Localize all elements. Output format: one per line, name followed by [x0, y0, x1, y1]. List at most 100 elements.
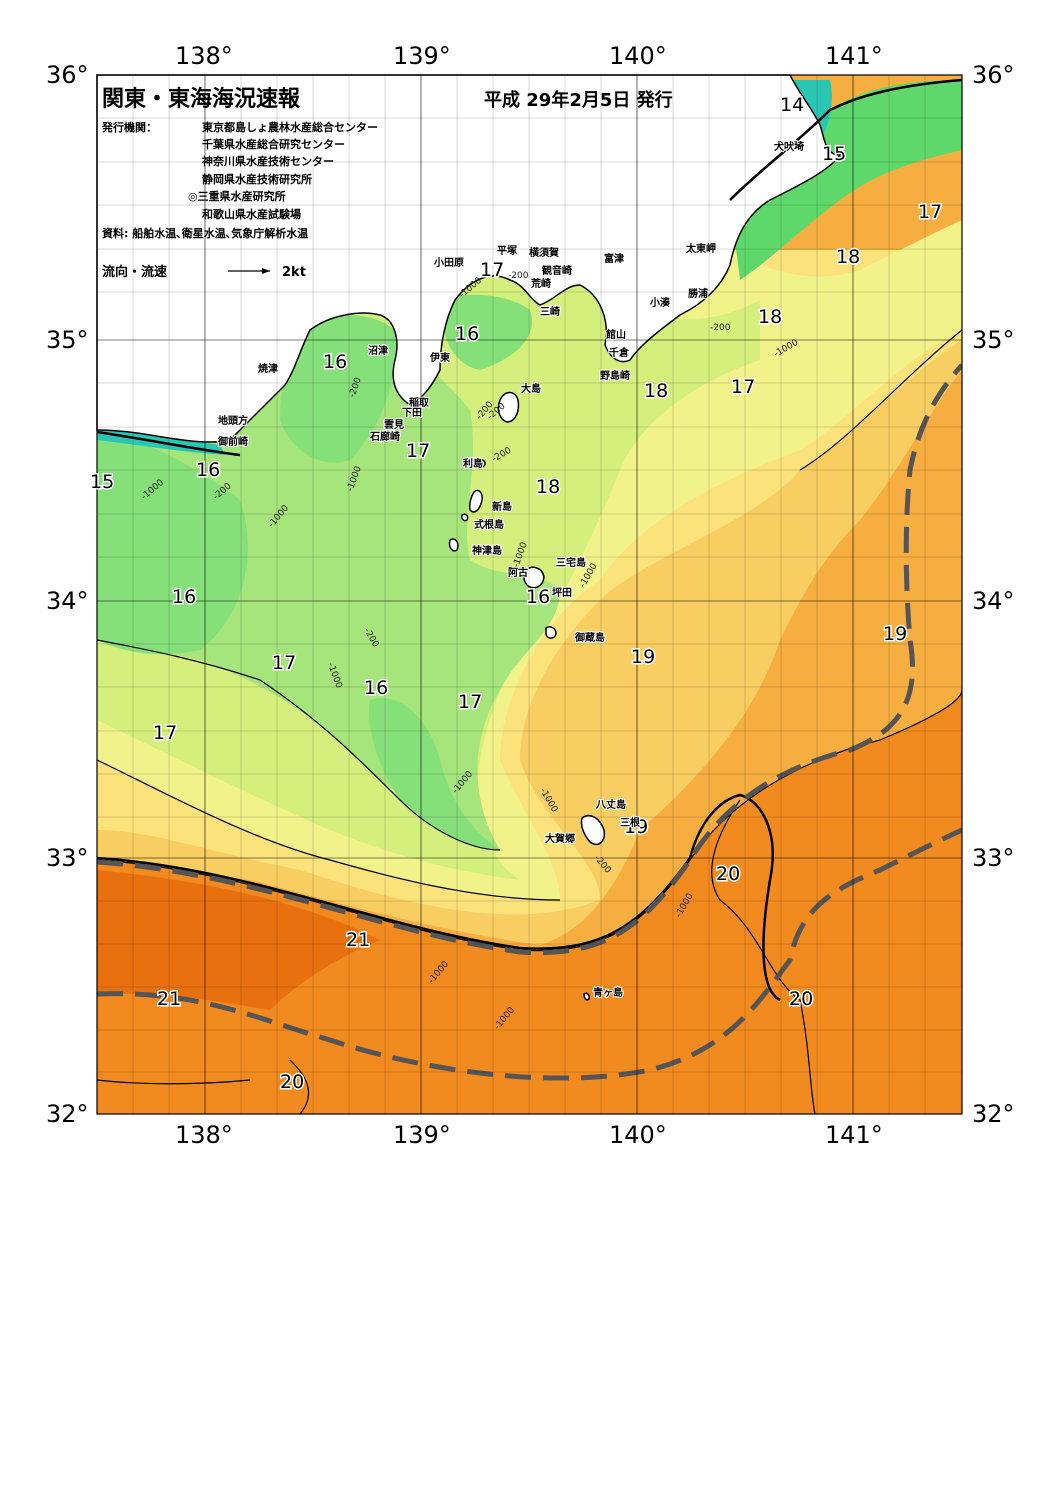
place-kozushima: 神津島: [472, 544, 502, 557]
current-legend-label: 流向・流速: [102, 264, 167, 280]
isotherm-label: 21: [346, 929, 370, 951]
zone-16-sagami: [440, 294, 532, 370]
lat-right-36: 36°: [972, 61, 1015, 89]
isotherm-label: 14: [780, 94, 804, 116]
isotherm-label: 15: [90, 471, 114, 493]
island-toshima: [477, 459, 486, 468]
isotherm-label: 19: [624, 816, 648, 838]
lon-bottom-141: 141°: [825, 1121, 883, 1149]
place-odawara: 小田原: [433, 256, 464, 269]
depth-label: -200: [508, 271, 529, 281]
isotherm-label: 16: [455, 323, 479, 345]
lat-right-33: 33°: [972, 844, 1015, 872]
place-toshima: 利島: [463, 457, 483, 470]
zone-20: [97, 690, 962, 1114]
isotherm-label: 18: [536, 476, 560, 498]
place-hiratsuka: 平塚: [497, 244, 517, 257]
zone-16-suruga: [280, 315, 396, 463]
place-yaizu: 焼津: [258, 362, 278, 375]
lon-bottom-140: 140°: [609, 1121, 667, 1149]
data-sources: 資料: 船舶水温､衛星水温､気象庁解析水温: [102, 226, 308, 240]
issuer-6: 和歌山県水産試験場: [202, 207, 301, 221]
place-omaezaki: 御前崎: [217, 435, 248, 448]
isotherm-label: 19: [883, 623, 907, 645]
lon-top-139: 139°: [393, 42, 451, 70]
isotherm-label: 15: [822, 143, 846, 165]
place-inatori: 稲取: [409, 396, 430, 409]
isotherm-label: 17: [406, 440, 430, 462]
lat-left-32: 32°: [46, 1100, 89, 1128]
island-aogashima: [583, 992, 590, 1001]
place-shimoda: 下田: [402, 407, 422, 419]
isotherm-label: 16: [323, 351, 347, 373]
place-tsubota: 坪田: [552, 586, 572, 599]
place-okago: 大賀郷: [545, 832, 575, 845]
isotherm-label: 16: [172, 586, 196, 608]
lat-right-34: 34°: [972, 587, 1015, 615]
issuer-2: 千葉県水産総合研究センター: [202, 137, 345, 151]
isotherm-label: 17: [918, 201, 942, 223]
issuer-3: 神奈川県水産技術センター: [202, 154, 334, 168]
isotherm-label: 18: [836, 246, 860, 268]
island-hachijojima: [580, 814, 606, 846]
place-kominato: 小湊: [649, 296, 671, 309]
lon-bottom-138: 138°: [175, 1121, 233, 1149]
issue-date: 平成 29年2月5日 発行: [484, 89, 673, 111]
place-katsuura: 勝浦: [688, 287, 708, 300]
place-yokosuka: 横須賀: [529, 246, 559, 259]
place-nojimazaki: 野島崎: [600, 369, 630, 382]
lat-right-35: 35°: [972, 326, 1015, 354]
place-shikinejima: 式根島: [474, 518, 504, 531]
isotherm-label: 16: [364, 677, 388, 699]
place-numazu: 沼津: [368, 344, 388, 357]
isotherm-label: 17: [731, 376, 755, 398]
isotherm-label: 16: [196, 459, 220, 481]
lat-right-32: 32°: [972, 1100, 1015, 1128]
place-arasaki: 荒崎: [530, 277, 551, 290]
isotherm-label: 18: [758, 306, 782, 328]
lon-top-140: 140°: [609, 42, 667, 70]
place-kumomi: 雲見: [384, 419, 404, 431]
isotherm-label: 20: [789, 988, 813, 1010]
isotherm-label: 16: [526, 586, 550, 608]
island-kozushima: [448, 538, 459, 552]
lat-left-36: 36°: [46, 61, 89, 89]
isotherm-label: 17: [480, 259, 504, 281]
issuer-label: 発行機関：: [101, 120, 157, 134]
depth-label: -200: [710, 323, 731, 333]
graticule-minor: [97, 75, 962, 1114]
lat-left-33: 33°: [46, 844, 89, 872]
isotherm-label: 17: [153, 722, 177, 744]
zone-21: [97, 870, 380, 1010]
place-ako: 阿古: [508, 566, 528, 579]
place-names: 犬吠埼 太東岬 勝浦 小湊 館山 千倉 野島崎 富津 観音崎 横須賀 平塚 小田…: [216, 139, 805, 1000]
isotherm-label: 17: [458, 691, 482, 713]
island-shikinejima: [461, 513, 469, 522]
isotherm-label: 19: [631, 646, 655, 668]
place-mikurajima: 御蔵島: [574, 631, 605, 644]
place-aogashima: 青ヶ島: [593, 986, 623, 999]
place-irozaki: 石廊崎: [369, 430, 400, 443]
place-chikura: 千倉: [609, 346, 630, 359]
isotherm-label: 20: [280, 1071, 304, 1093]
isotherm-label: 18: [644, 380, 668, 402]
zone-16-core-west: [97, 430, 248, 655]
issuer-1: 東京都島しょ農林水産総合センター: [202, 120, 378, 134]
current-legend-scale: 2kt: [282, 265, 306, 280]
issuer-4: 静岡県水産技術研究所: [202, 172, 312, 186]
graticule: [96, 74, 963, 1115]
place-jitogata: 地頭方: [218, 414, 248, 427]
place-tateyama: 館山: [605, 328, 626, 341]
place-oshima: 大島: [521, 382, 541, 395]
place-kannonzaki: 観音崎: [542, 264, 572, 277]
isotherm-label: 20: [716, 863, 740, 885]
lon-bottom-139: 139°: [393, 1121, 451, 1149]
map-title: 関東・東海海況速報: [102, 86, 301, 112]
place-ito: 伊東: [429, 351, 450, 364]
place-niijima: 新島: [492, 500, 512, 513]
island-niijima: [469, 489, 483, 513]
zone-15-boso: [730, 80, 962, 280]
kuroshio-axis: [97, 363, 962, 1081]
place-inubozaki: 犬吠埼: [774, 140, 804, 153]
